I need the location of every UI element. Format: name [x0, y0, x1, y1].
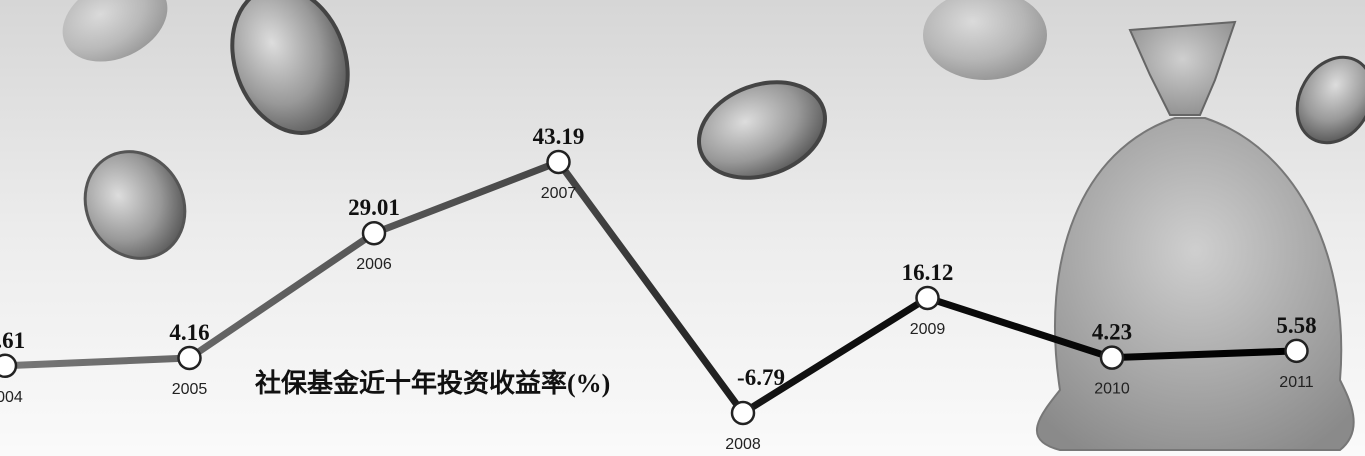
- x-tick-label: 2010: [1094, 381, 1130, 398]
- point: [1099, 345, 1125, 370]
- point: [1284, 338, 1309, 364]
- point: [546, 149, 571, 175]
- x-tick-label: 2006: [356, 256, 392, 273]
- value-label: 29.01: [348, 195, 400, 220]
- point: [361, 220, 387, 246]
- value-label: 43.19: [533, 124, 585, 149]
- value-label: 4.23: [1092, 320, 1132, 345]
- value-label: 5.58: [1276, 313, 1316, 338]
- point: [177, 345, 202, 371]
- x-tick-label: 2009: [910, 321, 946, 338]
- value-label: 16.12: [902, 260, 954, 285]
- x-tick-label: 2004: [0, 389, 23, 406]
- point: [0, 353, 18, 379]
- value-label: 4.16: [169, 320, 209, 345]
- chart-title: 社保基金近十年投资收益率(%): [255, 368, 610, 398]
- value-label: -6.79: [737, 365, 785, 390]
- x-tick-label: 2005: [172, 381, 208, 398]
- value-label: 2.61: [0, 328, 25, 353]
- point: [915, 285, 940, 311]
- x-tick-label: 2007: [541, 185, 577, 202]
- point: [730, 400, 756, 426]
- line: [4, 158, 1297, 417]
- x-tick-label: 2011: [1279, 374, 1314, 391]
- x-tick-label: 2008: [725, 436, 761, 453]
